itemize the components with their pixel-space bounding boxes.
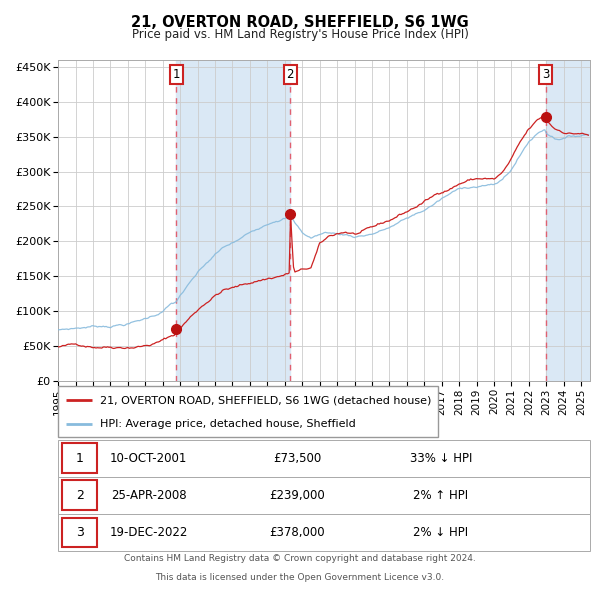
Text: 2% ↑ HPI: 2% ↑ HPI — [413, 489, 469, 502]
Text: 2% ↓ HPI: 2% ↓ HPI — [413, 526, 469, 539]
Text: 21, OVERTON ROAD, SHEFFIELD, S6 1WG (detached house): 21, OVERTON ROAD, SHEFFIELD, S6 1WG (det… — [100, 395, 431, 405]
FancyBboxPatch shape — [62, 480, 97, 510]
Text: £239,000: £239,000 — [269, 489, 325, 502]
Text: Price paid vs. HM Land Registry's House Price Index (HPI): Price paid vs. HM Land Registry's House … — [131, 28, 469, 41]
Text: 25-APR-2008: 25-APR-2008 — [111, 489, 187, 502]
Text: 10-OCT-2001: 10-OCT-2001 — [110, 451, 187, 465]
Text: 33% ↓ HPI: 33% ↓ HPI — [410, 451, 472, 465]
Text: 3: 3 — [76, 526, 83, 539]
Text: 1: 1 — [173, 68, 180, 81]
Text: 2: 2 — [76, 489, 83, 502]
FancyBboxPatch shape — [58, 514, 590, 551]
Text: £378,000: £378,000 — [269, 526, 325, 539]
Bar — [176, 60, 290, 381]
Text: £73,500: £73,500 — [273, 451, 322, 465]
Text: 19-DEC-2022: 19-DEC-2022 — [109, 526, 188, 539]
Text: 21, OVERTON ROAD, SHEFFIELD, S6 1WG: 21, OVERTON ROAD, SHEFFIELD, S6 1WG — [131, 15, 469, 30]
Text: 3: 3 — [542, 68, 550, 81]
FancyBboxPatch shape — [62, 443, 97, 473]
Text: 2: 2 — [287, 68, 294, 81]
FancyBboxPatch shape — [58, 477, 590, 514]
Text: Contains HM Land Registry data © Crown copyright and database right 2024.: Contains HM Land Registry data © Crown c… — [124, 554, 476, 563]
FancyBboxPatch shape — [58, 440, 590, 477]
Text: This data is licensed under the Open Government Licence v3.0.: This data is licensed under the Open Gov… — [155, 573, 445, 582]
FancyBboxPatch shape — [62, 517, 97, 548]
Text: 1: 1 — [76, 451, 83, 465]
FancyBboxPatch shape — [58, 386, 438, 437]
Text: HPI: Average price, detached house, Sheffield: HPI: Average price, detached house, Shef… — [100, 419, 356, 429]
Bar — [546, 60, 590, 381]
